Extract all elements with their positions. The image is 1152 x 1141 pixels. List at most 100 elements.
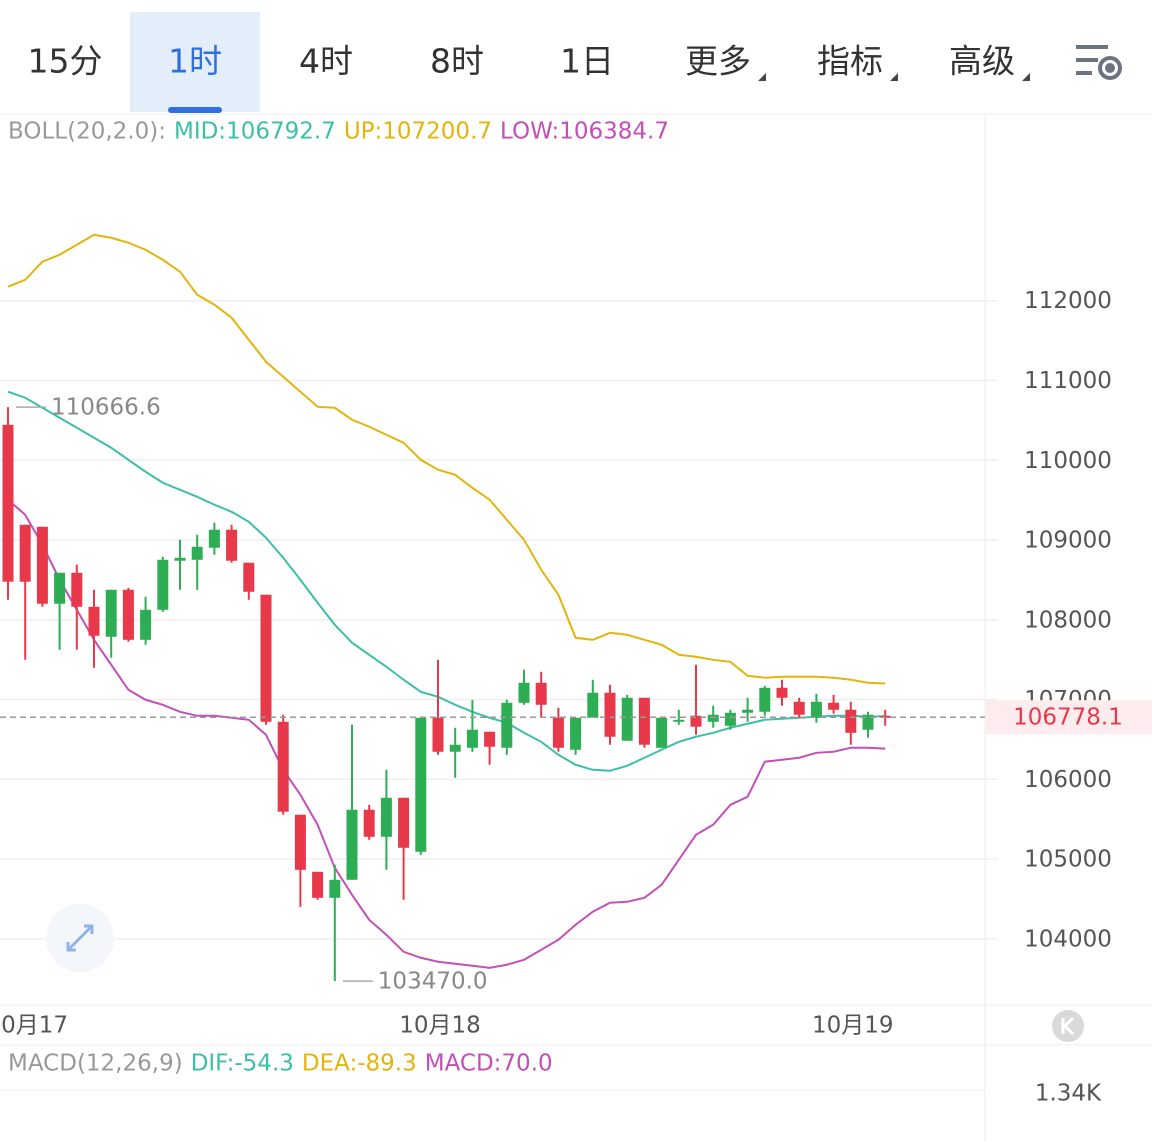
candle-body <box>484 731 496 747</box>
tab[interactable]: 4时 <box>299 42 353 81</box>
candle-body <box>776 687 788 698</box>
macd-legend: MACD:70.0 <box>425 1051 553 1077</box>
y-tick-label: 105000 <box>1024 847 1112 873</box>
candle-body <box>19 524 31 582</box>
candle-body <box>570 717 582 750</box>
candle-body <box>638 697 650 745</box>
candle-body <box>174 557 186 561</box>
candle-body <box>329 879 341 898</box>
tab[interactable]: 1日 <box>560 42 614 81</box>
candle-body <box>793 701 805 715</box>
candle-body <box>724 712 736 726</box>
tab[interactable]: 高级 <box>949 42 1015 81</box>
candle-body <box>466 729 478 748</box>
candle-body <box>312 871 324 898</box>
candle-body <box>54 572 66 604</box>
indicator-legend: BOLL(20,2.0): <box>8 119 166 145</box>
last-price-label: 106778.1 <box>1013 705 1123 731</box>
candle-body <box>157 559 169 610</box>
candle-body <box>432 717 444 752</box>
y-tick-label: 106000 <box>1024 767 1112 793</box>
macd-legend: DEA:-89.3 <box>302 1051 417 1077</box>
tab[interactable]: 指标 <box>817 42 883 81</box>
active-tab-bg <box>130 12 260 112</box>
boll-line <box>7 498 886 969</box>
indicator-legend: LOW:106384.7 <box>500 119 669 145</box>
indicator-legend: MID:106792.7 <box>174 119 336 145</box>
boll-line <box>7 390 886 772</box>
dropdown-arrow <box>890 73 898 81</box>
plot <box>2 233 891 982</box>
candle-body <box>243 562 255 592</box>
active-tab-underline <box>168 107 222 113</box>
y-tick-label: 110000 <box>1024 448 1112 474</box>
expand-button[interactable] <box>46 904 114 972</box>
candle-body <box>673 719 685 722</box>
candle-body <box>398 797 410 848</box>
candle-body <box>707 714 719 722</box>
candle-body <box>71 572 83 607</box>
tab[interactable]: 8时 <box>430 42 484 81</box>
candle-body <box>690 715 702 727</box>
candle-body <box>759 687 771 712</box>
macd-axis-label: 1.34K <box>1035 1081 1102 1107</box>
candle-body <box>226 529 238 561</box>
boll-line <box>7 233 886 685</box>
dropdown-arrow <box>758 73 766 81</box>
collapse-button[interactable] <box>1052 1010 1084 1042</box>
candle-body <box>501 702 513 748</box>
macd-legend: MACD(12,26,9) <box>8 1051 183 1077</box>
candle-body <box>36 526 48 604</box>
candle-body <box>140 609 152 640</box>
extreme-label: 110666.6 <box>51 395 161 421</box>
candle-body <box>604 692 616 737</box>
tab[interactable]: 更多 <box>685 42 751 81</box>
candle-body <box>587 692 599 718</box>
candle-body <box>105 589 117 637</box>
y-tick-label: 112000 <box>1024 288 1112 314</box>
settings-icon[interactable] <box>1076 45 1122 80</box>
x-tick-label: 10月17 <box>0 1013 68 1039</box>
x-tick-label: 10月19 <box>812 1013 894 1039</box>
tab-bar: 15分 1时 4时 8时 1日 更多 指标 高级 <box>28 12 1030 113</box>
y-tick-label: 111000 <box>1024 368 1112 394</box>
candle-body <box>191 546 203 560</box>
candle-body <box>277 721 289 812</box>
candle-body <box>845 709 857 733</box>
candle-body <box>656 717 668 748</box>
candle-body <box>2 424 14 582</box>
candle-body <box>88 606 100 636</box>
x-tick-label: 10月18 <box>399 1013 481 1039</box>
candle-body <box>535 682 547 705</box>
candle-body <box>518 682 530 703</box>
candle-body <box>862 714 874 730</box>
candle-body <box>449 744 461 752</box>
last-price-box <box>985 700 1152 735</box>
indicator-legend: UP:107200.7 <box>344 119 492 145</box>
extreme-label: 103470.0 <box>378 969 488 995</box>
y-tick-label: 109000 <box>1024 528 1112 554</box>
candle-body <box>828 702 840 710</box>
dropdown-arrow <box>1022 73 1030 81</box>
candle-body <box>294 814 306 870</box>
candle-body <box>621 697 633 741</box>
candle-body <box>742 709 754 713</box>
candle-body <box>122 589 134 640</box>
candle-body <box>380 797 392 837</box>
candle-body <box>810 701 822 718</box>
candle-body <box>346 809 358 880</box>
labels: BOLL(20,2.0): MID:106792.7 UP:107200.7 LOW:… <box>0 119 1152 1107</box>
tab[interactable]: 1时 <box>168 42 222 81</box>
grid <box>0 299 998 940</box>
tab[interactable]: 15分 <box>28 42 103 81</box>
candle-body <box>552 717 564 748</box>
y-tick-label: 104000 <box>1024 926 1112 952</box>
candle-body <box>415 717 427 852</box>
candle-body <box>208 529 220 548</box>
candle-body <box>260 594 272 722</box>
macd-legend: DIF:-54.3 <box>191 1051 294 1077</box>
candle-body <box>363 809 375 837</box>
y-tick-label: 108000 <box>1024 607 1112 633</box>
